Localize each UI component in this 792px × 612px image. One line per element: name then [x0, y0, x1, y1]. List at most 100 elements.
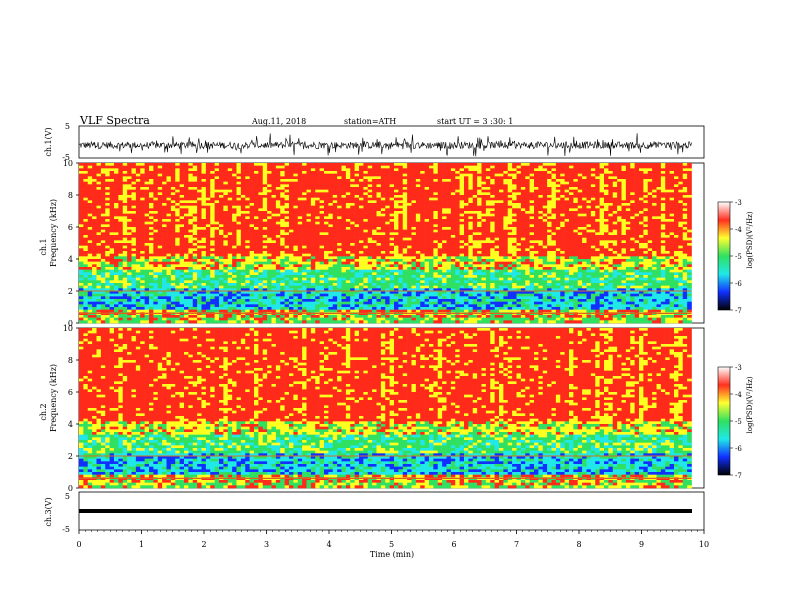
ch1-spec-cell — [131, 200, 137, 204]
ch1-spec-cell — [223, 304, 229, 308]
ch1-spec-cell — [96, 187, 102, 190]
ch1-spec-cell — [267, 173, 272, 177]
ch1-spec-cell — [345, 197, 351, 201]
ch1-spec-cell — [280, 269, 285, 273]
ch1-spec-cell — [245, 283, 250, 286]
ch1-spec-cell — [92, 291, 97, 294]
ch1-spec-cell — [240, 309, 246, 313]
ch1-spec-cell — [254, 171, 259, 174]
ch1-spec-cell — [275, 296, 281, 300]
ch1-spec-cell — [205, 181, 211, 185]
ch1-spec-cell — [162, 165, 167, 169]
ch1-spec-cell — [166, 197, 172, 201]
ch1-spec-cell — [258, 229, 264, 233]
ch1-spec-cell — [262, 205, 268, 209]
ch1-spec-cell — [184, 179, 189, 182]
ch1-spec-cell — [267, 267, 272, 270]
ch1-spec-cell — [122, 179, 128, 182]
ch1-spec-cell — [79, 256, 84, 260]
ch1-spec-cell — [109, 309, 115, 313]
ch1-spec-cell — [367, 163, 373, 166]
ch1-spec-cell — [354, 293, 360, 297]
ch1-spec-cell — [223, 296, 229, 300]
ch1-spec-cell — [415, 243, 421, 246]
ch1-spec-cell — [175, 307, 180, 310]
ch1-spec-cell — [118, 227, 124, 230]
ch1-spec-cell — [83, 232, 89, 236]
ch1-spec-cell — [437, 317, 443, 321]
ch1-spec-cell — [162, 269, 167, 273]
ch1-spec-cell — [429, 168, 434, 172]
ch1-spec-cell — [372, 315, 377, 318]
ch1-spec-cell — [398, 211, 404, 214]
ch1-spec-cell — [328, 256, 334, 260]
ch1-spec-cell — [319, 189, 325, 193]
ch1-spec-cell — [144, 320, 150, 324]
ch1-spec-cell — [214, 277, 220, 281]
ch1-spec-cell — [144, 293, 150, 297]
ch1-spec-cell — [223, 283, 229, 286]
ch1-spec-cell — [262, 200, 268, 204]
ch1-spec-cell — [192, 248, 198, 252]
ch1-spec-cell — [332, 205, 338, 209]
ch1-spec-cell — [232, 200, 237, 204]
ch1-spec-cell — [306, 317, 312, 321]
ch1-spec-cell — [429, 219, 434, 222]
ch1-spec-cell — [341, 192, 347, 196]
ch1-spec-cell — [245, 208, 250, 212]
ch1-spec-cell — [376, 320, 382, 324]
ch1-spec-cell — [127, 200, 132, 204]
ch1-spec-cell — [354, 275, 360, 278]
ch1-spec-cell — [293, 168, 299, 172]
ch1-spec-cell — [315, 301, 320, 305]
ch1-spec-cell — [350, 275, 355, 278]
ch1-spec-cell — [424, 181, 430, 185]
ch1-spec-cell — [341, 309, 347, 313]
ch1-spec-cell — [135, 272, 141, 276]
ch1-spec-cell — [179, 216, 185, 220]
ch1-spec-cell — [306, 197, 312, 201]
ch1-spec-cell — [315, 173, 320, 177]
ch1-spec-cell — [332, 267, 338, 270]
ch1-spec-cell — [214, 293, 220, 297]
ch1-spec-cell — [192, 307, 198, 310]
ch1-spec-cell — [83, 229, 89, 233]
ch1-spec-cell — [201, 197, 207, 201]
ch1-spec-cell — [236, 301, 242, 305]
ch1-spec-cell — [170, 307, 176, 310]
ch1-spec-cell — [92, 221, 97, 225]
ch1-spec-cell — [153, 293, 159, 297]
ch1-spec-cell — [166, 211, 172, 214]
ch1-spec-cell — [389, 304, 395, 308]
ch1-spec-cell — [214, 224, 220, 228]
ch1-spec-cell — [87, 163, 93, 166]
ch1-spec-cell — [389, 259, 395, 262]
ch1-spec-cell — [79, 211, 84, 214]
ch1-spec-cell — [114, 283, 119, 286]
ch1-spec-cell — [402, 197, 408, 201]
ch1-spec-cell — [306, 189, 312, 193]
ch1-spec-cell — [415, 176, 421, 180]
ch1-spec-cell — [122, 197, 128, 201]
ch1-spec-cell — [157, 237, 163, 241]
ch1-spec-cell — [380, 269, 386, 273]
ch1-spec-cell — [372, 227, 377, 230]
ch1-spec-cell — [275, 232, 281, 236]
ch1-spec-cell — [131, 235, 137, 238]
ch1-spec-cell — [424, 197, 430, 201]
ch1-spec-cell — [354, 301, 360, 305]
ch1-spec-cell — [284, 320, 290, 324]
ch1-spec-cell — [275, 291, 281, 294]
ch1-spec-cell — [188, 176, 194, 180]
ch1-spec-cell — [166, 189, 172, 193]
ch1-spec-cell — [92, 184, 97, 188]
ch1-spec-cell — [372, 243, 377, 246]
ch1-spec-cell — [87, 267, 93, 270]
ch1-spec-cell — [192, 301, 198, 305]
ch1-spec-cell — [249, 320, 255, 324]
ch1-spec-cell — [350, 213, 355, 217]
ch1-spec-cell — [96, 224, 102, 228]
ch1-spec-cell — [302, 269, 307, 273]
ch1-spec-cell — [363, 195, 369, 198]
ch1-spec-cell — [424, 253, 430, 257]
